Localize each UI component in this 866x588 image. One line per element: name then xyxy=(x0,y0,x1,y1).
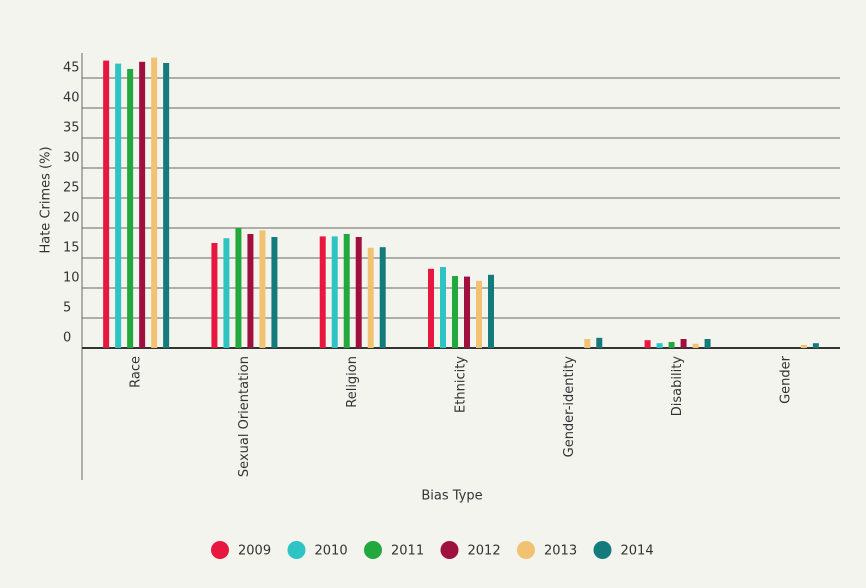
bar xyxy=(692,343,699,348)
bar xyxy=(271,237,278,348)
bar xyxy=(127,69,134,348)
bar xyxy=(247,234,254,348)
bar xyxy=(355,237,362,348)
x-tick-label: Disability xyxy=(670,356,685,417)
bar xyxy=(668,342,675,348)
y-tick-label: 40 xyxy=(63,91,80,106)
legend-label: 2012 xyxy=(468,544,501,559)
bar xyxy=(139,61,146,349)
bar xyxy=(331,236,338,348)
legend-marker xyxy=(211,541,229,559)
bar xyxy=(440,267,446,348)
bar xyxy=(488,274,494,348)
legend-marker xyxy=(593,541,612,559)
bar xyxy=(103,60,110,348)
bar xyxy=(259,230,266,348)
legend-marker xyxy=(287,541,306,559)
bar xyxy=(428,268,434,348)
bar xyxy=(343,234,350,348)
bar xyxy=(476,280,482,348)
x-tick-label: Gender xyxy=(778,355,793,404)
x-tick-label: Race xyxy=(129,356,144,388)
bar xyxy=(812,343,819,348)
legend-label: 2013 xyxy=(544,544,577,559)
bar xyxy=(584,339,591,348)
bar xyxy=(223,238,230,348)
bar xyxy=(367,247,374,348)
legend-marker xyxy=(440,541,459,559)
bar xyxy=(235,228,242,348)
bar xyxy=(379,247,386,348)
y-tick-label: 5 xyxy=(63,301,71,316)
x-tick-label: Religion xyxy=(345,356,360,408)
bar xyxy=(656,343,663,348)
bar xyxy=(680,339,687,348)
bar xyxy=(800,345,807,348)
y-tick-label: 20 xyxy=(63,211,80,226)
legend-label: 2010 xyxy=(315,544,348,559)
y-tick-label: 45 xyxy=(63,61,80,76)
y-axis-label: Hate Crimes (%) xyxy=(39,146,54,253)
legend-marker xyxy=(364,541,382,559)
y-tick-label: 30 xyxy=(63,151,80,166)
bar xyxy=(452,276,458,348)
x-tick-label: Gender-identity xyxy=(562,356,577,458)
y-tick-label: 25 xyxy=(63,181,80,196)
bar xyxy=(211,243,218,348)
bar xyxy=(163,63,170,348)
y-tick-label: 15 xyxy=(63,241,80,256)
y-tick-label: 10 xyxy=(63,271,80,286)
bar xyxy=(464,276,470,348)
y-tick-label: 35 xyxy=(63,121,80,136)
legend-label: 2011 xyxy=(391,544,424,559)
x-axis-label: Bias Type xyxy=(421,489,482,504)
legend-marker xyxy=(517,541,535,559)
x-tick-label: Ethnicity xyxy=(454,356,469,413)
bar xyxy=(115,63,122,348)
bar xyxy=(151,57,158,348)
legend-label: 2014 xyxy=(621,544,654,559)
bar xyxy=(644,340,651,348)
bar xyxy=(704,339,711,348)
legend-label: 2009 xyxy=(238,544,271,559)
x-tick-label: Sexual Orientation xyxy=(237,356,252,477)
y-tick-label: 0 xyxy=(63,331,71,346)
bar xyxy=(319,236,326,348)
bar xyxy=(596,337,603,348)
